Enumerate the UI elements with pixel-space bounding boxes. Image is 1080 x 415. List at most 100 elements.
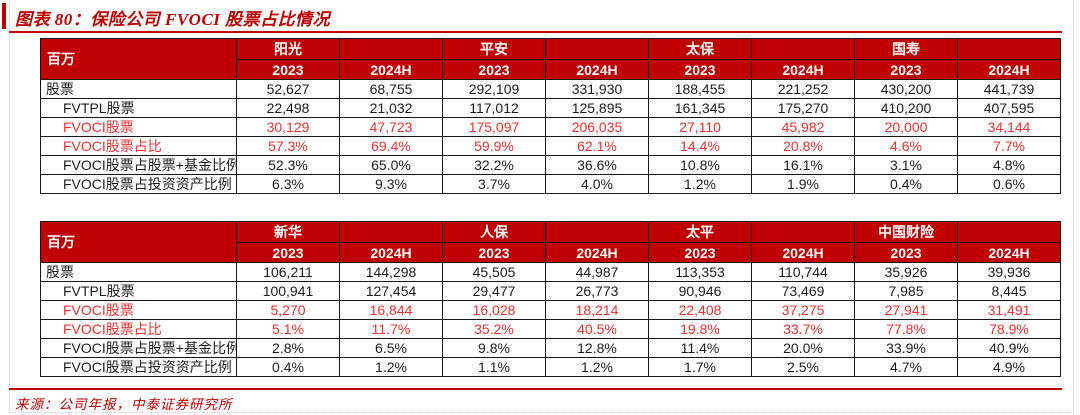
data-cell: 1.9% bbox=[751, 174, 855, 194]
data-cell: 175,270 bbox=[751, 98, 855, 118]
unit-label-header: 百万 bbox=[40, 38, 237, 80]
table-row: FVOCI股票占比 57.3% 69.4% 59.9% 62.1% 14.4% 20.8% 4… bbox=[40, 136, 1061, 156]
data-cell: 11.7% bbox=[339, 319, 443, 339]
data-cell: 22,408 bbox=[648, 300, 752, 320]
data-cell: 3.7% bbox=[442, 174, 546, 194]
data-cell: 3.1% bbox=[854, 155, 958, 175]
company-header-spacer bbox=[545, 221, 649, 243]
table-row: FVOCI股票占股票+基金比例 52.3% 65.0% 32.2% 36.6% 10.8%… bbox=[40, 155, 1061, 175]
data-cell: 35.2% bbox=[442, 319, 546, 339]
data-cell: 37,275 bbox=[751, 300, 855, 320]
company-header-spacer bbox=[957, 221, 1061, 243]
data-cell: 1.2% bbox=[545, 357, 649, 377]
company-header-row: 百万 新华 人保 太平 中国财险 bbox=[40, 221, 1061, 263]
company-header: 太平 bbox=[648, 221, 752, 243]
row-label: FVOCI股票占投资资产比例 bbox=[40, 174, 237, 194]
company-header: 阳光 bbox=[236, 38, 340, 60]
data-cell: 77.8% bbox=[854, 319, 958, 339]
row-label: FVTPL股票 bbox=[40, 98, 237, 118]
data-cell: 292,109 bbox=[442, 79, 546, 99]
data-cell: 27,110 bbox=[648, 117, 752, 137]
data-cell: 2.8% bbox=[236, 338, 340, 358]
data-cell: 221,252 bbox=[751, 79, 855, 99]
data-cell: 206,035 bbox=[545, 117, 649, 137]
data-cell: 407,595 bbox=[957, 98, 1061, 118]
year-header: 2023 bbox=[648, 59, 752, 80]
data-cell: 4.7% bbox=[854, 357, 958, 377]
company-header: 新华 bbox=[236, 221, 340, 243]
table-row: FVOCI股票 5,270 16,844 16,028 18,214 22,408 37,2… bbox=[40, 300, 1061, 320]
data-cell: 161,345 bbox=[648, 98, 752, 118]
data-cell: 6.3% bbox=[236, 174, 340, 194]
data-cell: 52,627 bbox=[236, 79, 340, 99]
data-cell: 31,491 bbox=[957, 300, 1061, 320]
data-cell: 0.4% bbox=[236, 357, 340, 377]
data-cell: 12.8% bbox=[545, 338, 649, 358]
year-header: 2024H bbox=[545, 242, 649, 263]
data-cell: 40.5% bbox=[545, 319, 649, 339]
company-header-spacer bbox=[339, 221, 443, 243]
data-cell: 78.9% bbox=[957, 319, 1061, 339]
company-header: 平安 bbox=[442, 38, 546, 60]
data-cell: 30,129 bbox=[236, 117, 340, 137]
table-row: FVOCI股票占投资资产比例 0.4% 1.2% 1.1% 1.2% 1.7% 2.5% 4.… bbox=[40, 357, 1061, 377]
data-cell: 62.1% bbox=[545, 136, 649, 156]
company-header: 中国财险 bbox=[854, 221, 958, 243]
data-cell: 18,214 bbox=[545, 300, 649, 320]
data-cell: 45,505 bbox=[442, 262, 546, 282]
unit-label-header: 百万 bbox=[40, 221, 237, 263]
data-cell: 40.9% bbox=[957, 338, 1061, 358]
data-cell: 5.1% bbox=[236, 319, 340, 339]
row-label: FVOCI股票占股票+基金比例 bbox=[40, 338, 237, 358]
table-row: FVOCI股票占比 5.1% 11.7% 35.2% 40.5% 19.8% 33.7% 77… bbox=[40, 319, 1061, 339]
data-cell: 47,723 bbox=[339, 117, 443, 137]
data-cell: 100,941 bbox=[236, 281, 340, 301]
data-cell: 0.6% bbox=[957, 174, 1061, 194]
row-label: 股票 bbox=[40, 262, 237, 282]
data-cell: 4.0% bbox=[545, 174, 649, 194]
data-cell: 29,477 bbox=[442, 281, 546, 301]
data-cell: 65.0% bbox=[339, 155, 443, 175]
row-label: FVOCI股票占比 bbox=[40, 319, 237, 339]
year-header: 2024H bbox=[751, 242, 855, 263]
data-cell: 9.3% bbox=[339, 174, 443, 194]
source-divider-line bbox=[9, 388, 1062, 390]
data-table: 百万 阳光 平安 太保 国寿 2023 2024H 2023 2024H 2023 2024H 202… bbox=[40, 38, 1061, 194]
data-cell: 33.9% bbox=[854, 338, 958, 358]
year-header: 2023 bbox=[236, 59, 340, 80]
year-header: 2024H bbox=[339, 242, 443, 263]
year-header: 2024H bbox=[545, 59, 649, 80]
data-cell: 331,930 bbox=[545, 79, 649, 99]
data-cell: 1.1% bbox=[442, 357, 546, 377]
data-cell: 9.8% bbox=[442, 338, 546, 358]
year-header-row: 2023 2024H 2023 2024H 2023 2024H 2023 2024H bbox=[41, 242, 1061, 263]
data-cell: 1.2% bbox=[648, 174, 752, 194]
fvoci-table-group-2: 百万 新华 人保 太平 中国财险 2023 2024H 2023 2024H 2023 2024H 2… bbox=[40, 221, 1061, 377]
data-cell: 144,298 bbox=[339, 262, 443, 282]
year-header: 2024H bbox=[957, 242, 1061, 263]
data-cell: 127,454 bbox=[339, 281, 443, 301]
data-cell: 188,455 bbox=[648, 79, 752, 99]
data-cell: 10.8% bbox=[648, 155, 752, 175]
data-cell: 16,028 bbox=[442, 300, 546, 320]
data-table: 百万 新华 人保 太平 中国财险 2023 2024H 2023 2024H 2023 2024H 2… bbox=[40, 221, 1061, 377]
data-cell: 16,844 bbox=[339, 300, 443, 320]
table-row: 股票 52,627 68,755 292,109 331,930 188,455 221,2… bbox=[40, 79, 1061, 99]
data-cell: 36.6% bbox=[545, 155, 649, 175]
figure-title: 图表 80：保险公司 FVOCI 股票占比情况 bbox=[15, 10, 331, 29]
data-cell: 117,012 bbox=[442, 98, 546, 118]
data-cell: 441,739 bbox=[957, 79, 1061, 99]
data-cell: 430,200 bbox=[854, 79, 958, 99]
year-header: 2023 bbox=[854, 59, 958, 80]
company-header-spacer bbox=[339, 38, 443, 60]
company-header-spacer bbox=[751, 221, 855, 243]
data-cell: 22,498 bbox=[236, 98, 340, 118]
data-cell: 4.6% bbox=[854, 136, 958, 156]
year-header: 2023 bbox=[442, 59, 546, 80]
data-cell: 21,032 bbox=[339, 98, 443, 118]
year-header-row: 2023 2024H 2023 2024H 2023 2024H 2023 2024H bbox=[41, 59, 1061, 80]
row-label: FVOCI股票占股票+基金比例 bbox=[40, 155, 237, 175]
data-cell: 1.7% bbox=[648, 357, 752, 377]
data-cell: 0.4% bbox=[854, 174, 958, 194]
data-cell: 90,946 bbox=[648, 281, 752, 301]
